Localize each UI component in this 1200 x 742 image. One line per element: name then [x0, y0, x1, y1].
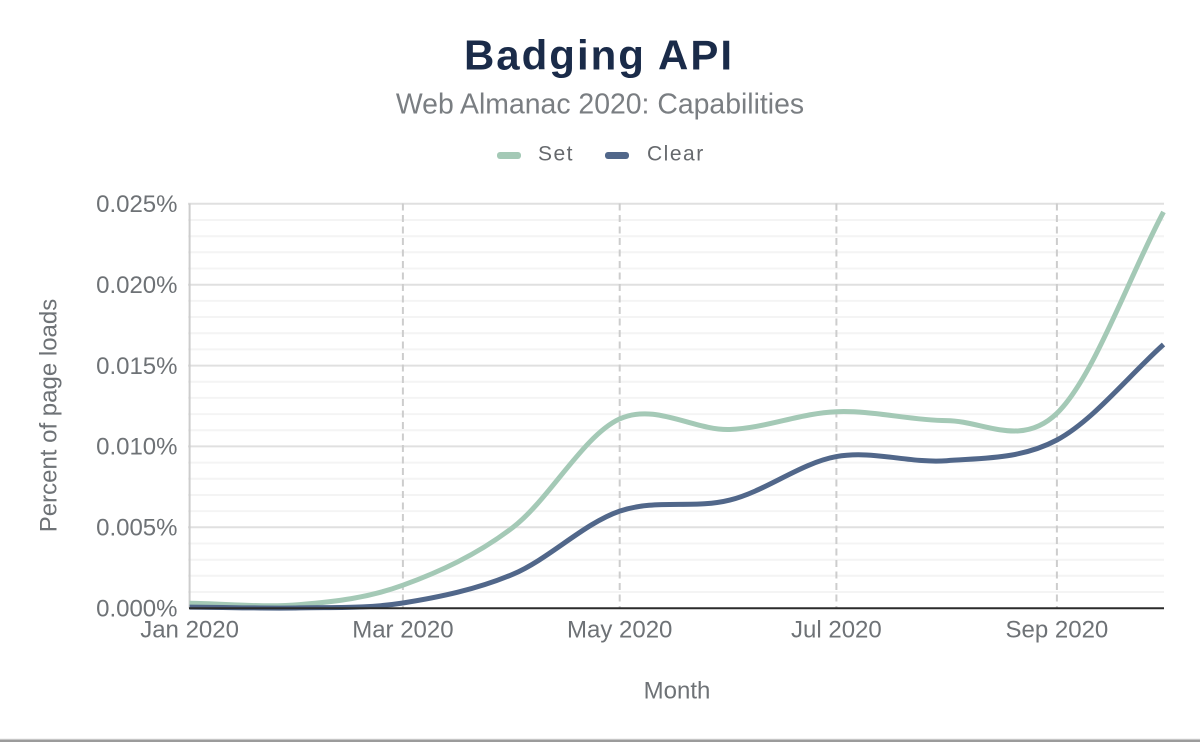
svg-text:Set: Set: [538, 143, 574, 166]
svg-text:Jan 2020: Jan 2020: [140, 616, 239, 643]
svg-text:0.005%: 0.005%: [96, 515, 177, 542]
svg-text:Jul 2020: Jul 2020: [791, 616, 882, 643]
svg-text:Badging API: Badging API: [464, 31, 734, 78]
svg-text:Percent of page loads: Percent of page loads: [36, 299, 63, 533]
svg-text:Clear: Clear: [647, 143, 705, 166]
svg-text:Sep 2020: Sep 2020: [1006, 616, 1109, 643]
svg-text:Web Almanac 2020: Capabilities: Web Almanac 2020: Capabilities: [396, 89, 804, 121]
svg-text:Month: Month: [644, 678, 711, 705]
svg-text:May 2020: May 2020: [567, 616, 672, 643]
svg-text:Mar 2020: Mar 2020: [352, 616, 453, 643]
svg-text:0.015%: 0.015%: [96, 353, 177, 380]
svg-text:0.000%: 0.000%: [96, 596, 177, 623]
svg-text:0.025%: 0.025%: [96, 191, 177, 218]
svg-text:0.010%: 0.010%: [96, 434, 177, 461]
svg-text:0.020%: 0.020%: [96, 272, 177, 299]
